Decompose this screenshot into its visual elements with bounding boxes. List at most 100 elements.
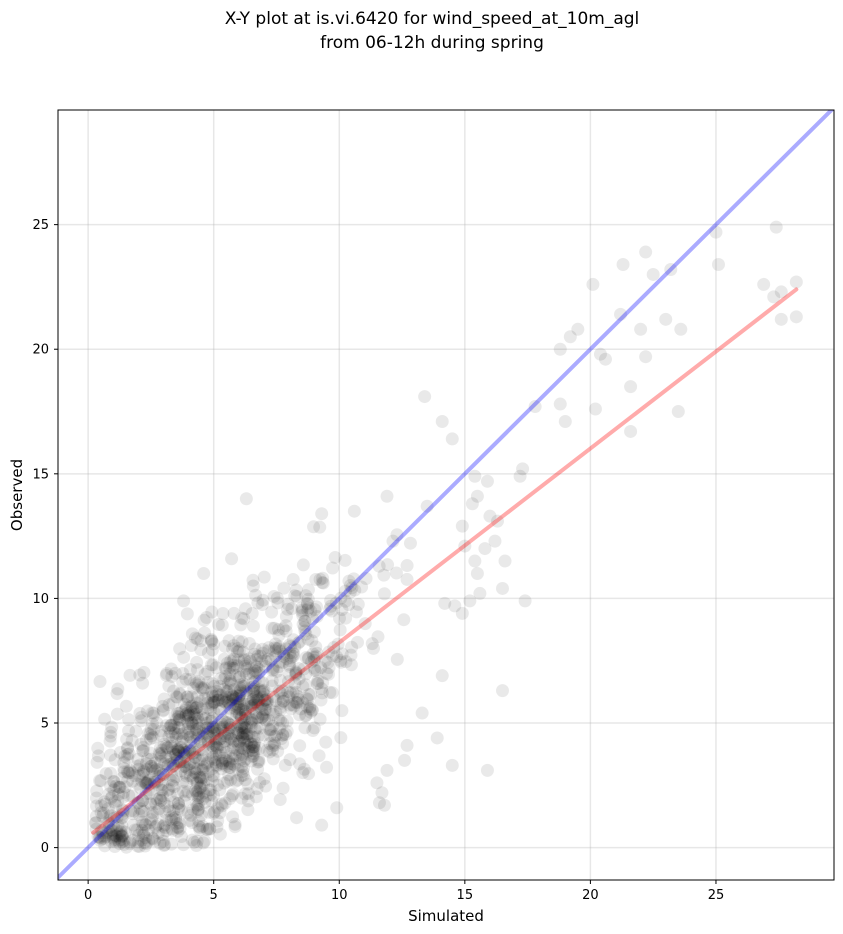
scatter-point bbox=[372, 796, 386, 810]
scatter-point bbox=[339, 594, 353, 608]
scatter-point bbox=[181, 706, 195, 720]
scatter-point bbox=[299, 650, 313, 664]
scatter-point bbox=[200, 757, 214, 771]
scatter-point bbox=[163, 773, 177, 787]
scatter-point bbox=[365, 637, 379, 651]
scatter-point bbox=[300, 597, 314, 611]
scatter-point bbox=[229, 692, 243, 706]
scatter-point bbox=[190, 776, 204, 790]
scatter-point bbox=[132, 808, 146, 822]
scatter-point bbox=[219, 690, 233, 704]
scatter-point bbox=[206, 789, 220, 803]
scatter-point bbox=[125, 766, 139, 780]
scatter-point bbox=[244, 737, 258, 751]
scatter-point bbox=[105, 827, 119, 841]
scatter-point bbox=[400, 738, 414, 752]
scatter-point bbox=[321, 655, 335, 669]
scatter-point bbox=[205, 794, 219, 808]
scatter-point bbox=[171, 824, 185, 838]
scatter-point bbox=[106, 774, 120, 788]
scatter-point bbox=[345, 640, 359, 654]
scatter-point bbox=[309, 650, 323, 664]
scatter-point bbox=[122, 747, 136, 761]
scatter-point bbox=[274, 732, 288, 746]
scatter-point bbox=[115, 811, 129, 825]
scatter-point bbox=[131, 835, 145, 849]
scatter-point bbox=[266, 661, 280, 675]
scatter-point bbox=[187, 734, 201, 748]
scatter-point bbox=[180, 607, 194, 621]
scatter-point bbox=[210, 759, 224, 773]
scatter-point bbox=[189, 701, 203, 715]
scatter-point bbox=[208, 695, 222, 709]
scatter-point bbox=[113, 780, 127, 794]
scatter-point bbox=[265, 663, 279, 677]
scatter-point bbox=[117, 786, 131, 800]
scatter-point bbox=[151, 826, 165, 840]
scatter-point bbox=[271, 744, 285, 758]
scatter-point bbox=[270, 664, 284, 678]
scatter-point bbox=[162, 679, 176, 693]
scatter-point bbox=[251, 698, 265, 712]
scatter-point bbox=[774, 285, 788, 299]
scatter-point bbox=[226, 752, 240, 766]
scatter-point bbox=[229, 729, 243, 743]
scatter-point bbox=[231, 698, 245, 712]
scatter-point bbox=[205, 714, 219, 728]
scatter-point bbox=[244, 720, 258, 734]
scatter-point bbox=[134, 737, 148, 751]
scatter-point bbox=[185, 699, 199, 713]
scatter-point bbox=[375, 786, 389, 800]
scatter-point bbox=[148, 776, 162, 790]
scatter-point bbox=[480, 474, 494, 488]
scatter-point bbox=[301, 583, 315, 597]
scatter-point bbox=[220, 715, 234, 729]
scatter-point bbox=[111, 682, 125, 696]
scatter-point bbox=[616, 257, 630, 271]
scatter-point bbox=[262, 745, 276, 759]
scatter-point bbox=[214, 762, 228, 776]
scatter-point bbox=[161, 757, 175, 771]
scatter-point bbox=[244, 737, 258, 751]
scatter-point bbox=[171, 796, 185, 810]
scatter-point bbox=[237, 612, 251, 626]
scatter-point bbox=[132, 769, 146, 783]
scatter-point bbox=[170, 690, 184, 704]
scatter-point bbox=[234, 753, 248, 767]
scatter-point bbox=[279, 619, 293, 633]
scatter-point bbox=[237, 697, 251, 711]
scatter-point bbox=[273, 793, 287, 807]
scatter-point bbox=[205, 643, 219, 657]
scatter-point bbox=[148, 756, 162, 770]
scatter-point bbox=[289, 665, 303, 679]
scatter-point bbox=[298, 721, 312, 735]
scatter-point bbox=[225, 552, 239, 566]
scatter-point bbox=[377, 587, 391, 601]
scatter-point bbox=[232, 689, 246, 703]
scatter-point bbox=[359, 572, 373, 586]
scatter-point bbox=[171, 787, 185, 801]
scatter-point bbox=[174, 764, 188, 778]
scatter-point bbox=[256, 690, 270, 704]
scatter-point bbox=[355, 580, 369, 594]
scatter-point bbox=[318, 654, 332, 668]
scatter-point bbox=[269, 637, 283, 651]
scatter-point bbox=[145, 759, 159, 773]
scatter-point bbox=[240, 734, 254, 748]
scatter-point bbox=[115, 829, 129, 843]
scatter-point bbox=[135, 774, 149, 788]
scatter-point bbox=[177, 726, 191, 740]
scatter-point bbox=[114, 829, 128, 843]
scatter-point bbox=[217, 672, 231, 686]
scatter-point bbox=[304, 687, 318, 701]
scatter-point bbox=[234, 703, 248, 717]
plot-area-frame bbox=[57, 109, 835, 881]
scatter-point bbox=[226, 689, 240, 703]
scatter-point bbox=[291, 636, 305, 650]
scatter-point bbox=[170, 712, 184, 726]
scatter-point bbox=[163, 725, 177, 739]
scatter-point bbox=[157, 737, 171, 751]
scatter-point bbox=[218, 726, 232, 740]
scatter-point bbox=[183, 769, 197, 783]
scatter-point bbox=[151, 817, 165, 831]
